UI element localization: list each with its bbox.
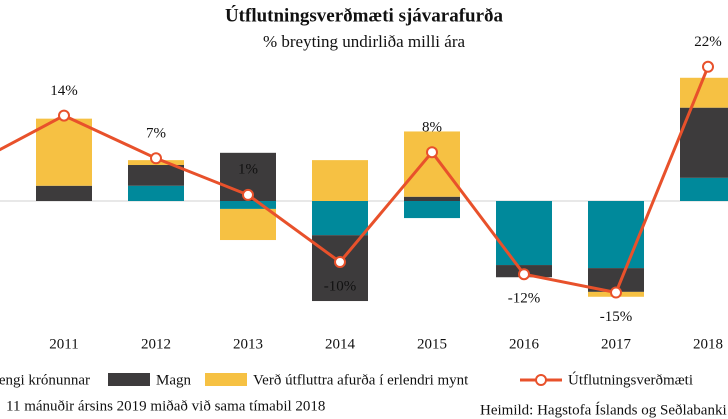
- bar-segment: [220, 201, 276, 209]
- line-point: [702, 60, 714, 73]
- x-tick-label: 2013: [233, 336, 263, 352]
- data-label: 1%: [238, 161, 258, 177]
- data-label: 14%: [50, 83, 78, 99]
- legend-label: Gengi krónunnar: [0, 372, 90, 388]
- x-tick-label: 2011: [49, 336, 78, 352]
- line-point: [334, 256, 346, 268]
- x-tick-label: 2018: [693, 336, 723, 352]
- legend-label: Útflutningsverðmæti: [568, 371, 693, 388]
- legend-swatch: [108, 373, 150, 386]
- bar-segment: [312, 235, 368, 302]
- source: Heimild: Hagstofa Íslands og Seðlabanki …: [480, 401, 728, 418]
- x-tick-label: 2017: [601, 336, 632, 352]
- legend-label: Verð útfluttra afurða í erlendri mynt: [253, 372, 469, 388]
- line-point: [426, 146, 438, 159]
- data-label: 8%: [422, 120, 442, 136]
- bar-segment: [36, 185, 92, 201]
- data-label: -10%: [324, 278, 357, 294]
- data-label: 7%: [146, 126, 166, 142]
- legend-swatch: [205, 373, 247, 386]
- line-point: [610, 286, 622, 299]
- chart-subtitle: % breyting undirliða milli ára: [263, 32, 466, 51]
- line-point: [58, 109, 70, 122]
- bar-segment: [496, 201, 552, 266]
- line-point: [150, 152, 162, 165]
- bar-segment: [312, 201, 368, 236]
- x-tick-label: 2016: [509, 336, 540, 352]
- bar-segment: [36, 118, 92, 186]
- bar-segment: [588, 268, 644, 292]
- legend-label: Magn: [156, 372, 191, 388]
- bar-segment: [680, 177, 728, 201]
- bar-segment: [220, 208, 276, 241]
- data-label: -12%: [508, 291, 541, 307]
- bar-segment: [588, 201, 644, 269]
- line-point: [242, 188, 254, 201]
- x-tick-label: 2015: [417, 336, 447, 352]
- x-tick-label: 2012: [141, 336, 171, 352]
- bar-segment: [312, 160, 368, 201]
- line-point: [518, 268, 530, 281]
- x-tick-label: 2014: [325, 336, 356, 352]
- bar-segment: [404, 201, 460, 219]
- chart-title: Útflutningsverðmæti sjávarafurða: [225, 4, 504, 26]
- data-label: -15%: [600, 309, 633, 325]
- footnote: 11 mánuðir ársins 2019 miðað við sama tí…: [6, 398, 325, 414]
- bar-segment: [128, 185, 184, 201]
- bar-segment: [404, 196, 460, 201]
- data-label: 22%: [694, 34, 722, 50]
- bar-segment: [404, 131, 460, 197]
- bar-segment: [128, 165, 184, 186]
- legend-marker: [535, 374, 547, 386]
- bar-segment: [680, 77, 728, 108]
